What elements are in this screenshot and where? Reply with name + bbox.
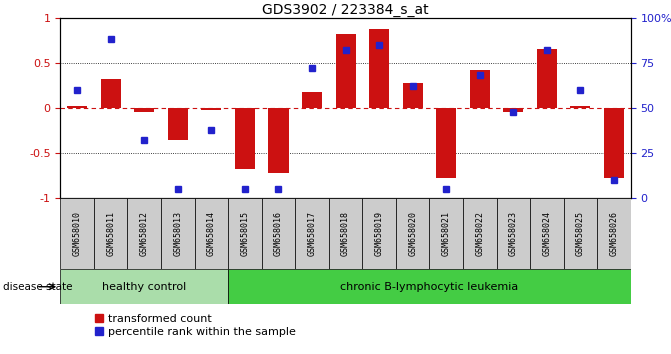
Bar (537, 49, 557, 108)
Text: healthy control: healthy control (102, 282, 187, 292)
Bar (168, 108, 188, 139)
Bar (268, 108, 289, 173)
Text: GSM658011: GSM658011 (106, 211, 115, 256)
Bar (67, 106, 87, 108)
FancyBboxPatch shape (161, 198, 195, 269)
Text: chronic B-lymphocytic leukemia: chronic B-lymphocytic leukemia (340, 282, 519, 292)
Text: GSM658012: GSM658012 (140, 211, 149, 256)
FancyBboxPatch shape (564, 198, 597, 269)
FancyBboxPatch shape (362, 198, 396, 269)
Bar (604, 108, 624, 178)
FancyBboxPatch shape (295, 198, 329, 269)
FancyBboxPatch shape (329, 198, 362, 269)
Text: GSM658021: GSM658021 (442, 211, 451, 256)
FancyBboxPatch shape (463, 198, 497, 269)
Text: GSM658022: GSM658022 (475, 211, 484, 256)
Text: GSM658014: GSM658014 (207, 211, 216, 256)
Text: GSM658013: GSM658013 (173, 211, 183, 256)
Bar (201, 108, 221, 110)
Legend: transformed count, percentile rank within the sample: transformed count, percentile rank withi… (95, 314, 296, 337)
FancyBboxPatch shape (597, 198, 631, 269)
Bar (101, 79, 121, 108)
FancyBboxPatch shape (195, 198, 228, 269)
FancyBboxPatch shape (60, 198, 94, 269)
Title: GDS3902 / 223384_s_at: GDS3902 / 223384_s_at (262, 3, 429, 17)
Text: disease state: disease state (3, 282, 73, 292)
Bar (403, 83, 423, 108)
Text: GSM658018: GSM658018 (341, 211, 350, 256)
FancyBboxPatch shape (429, 198, 463, 269)
FancyBboxPatch shape (262, 198, 295, 269)
FancyBboxPatch shape (530, 198, 564, 269)
FancyBboxPatch shape (127, 198, 161, 269)
Bar (503, 108, 523, 113)
Bar (470, 70, 490, 108)
FancyBboxPatch shape (94, 198, 127, 269)
Bar (369, 29, 389, 108)
Bar (235, 108, 255, 169)
Text: GSM658024: GSM658024 (542, 211, 552, 256)
Text: GSM658015: GSM658015 (240, 211, 250, 256)
Text: GSM658026: GSM658026 (609, 211, 619, 256)
Bar (134, 108, 154, 113)
Bar (228, 269, 631, 304)
Text: GSM658017: GSM658017 (307, 211, 317, 256)
Text: GSM658019: GSM658019 (374, 211, 384, 256)
Text: GSM658016: GSM658016 (274, 211, 283, 256)
Text: GSM658025: GSM658025 (576, 211, 585, 256)
Bar (60, 269, 228, 304)
Bar (570, 106, 590, 108)
Bar (436, 108, 456, 178)
FancyBboxPatch shape (228, 198, 262, 269)
Text: GSM658010: GSM658010 (72, 211, 82, 256)
Bar (336, 34, 356, 108)
FancyBboxPatch shape (497, 198, 530, 269)
Text: GSM658020: GSM658020 (408, 211, 417, 256)
Text: GSM658023: GSM658023 (509, 211, 518, 256)
FancyBboxPatch shape (396, 198, 429, 269)
Bar (302, 92, 322, 108)
